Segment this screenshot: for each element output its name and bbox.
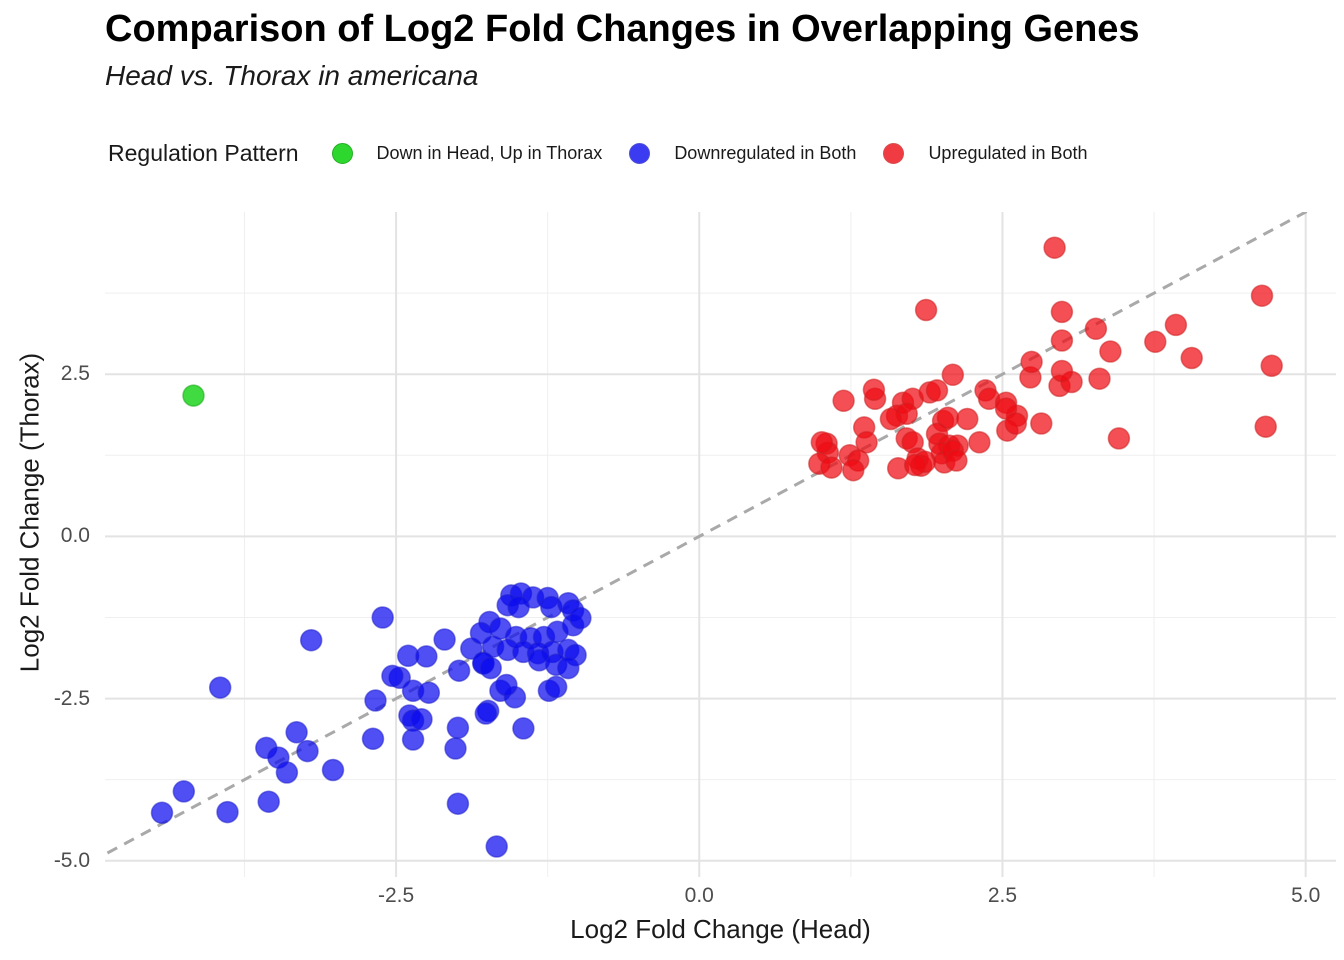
data-point [417,681,441,704]
data-point [956,407,979,431]
legend-title: Regulation Pattern [108,139,299,166]
data-point [361,727,385,751]
x-tick-label: 0.0 [684,884,714,907]
data-point [299,628,323,652]
data-point [433,628,456,651]
data-point [1050,329,1074,352]
data-point [1043,236,1066,259]
y-tick-label: -5.0 [53,848,90,872]
data-point [925,379,949,402]
x-axis-title: Log2 Fold Change (Head) [570,914,871,944]
x-tick-label: -2.5 [377,884,415,907]
legend-item: Downregulated in Both [629,142,857,164]
data-point [401,728,425,751]
data-point [903,453,927,477]
data-point [1254,415,1277,438]
data-point [474,702,498,725]
x-tick-label: 2.5 [987,884,1018,907]
data-point [1250,284,1274,307]
plot-area [105,212,1336,877]
data-point [1050,359,1074,383]
data-point [544,675,568,699]
data-point [275,761,299,784]
series-1 [150,582,592,858]
data-point [182,384,205,407]
chart-subtitle: Head vs. Thorax in americana [105,60,479,91]
data-point [862,378,886,402]
data-point [512,717,535,740]
series-2 [808,236,1283,482]
data-point [1180,346,1203,370]
data-point [1020,350,1043,374]
data-point [479,656,502,680]
legend-label: Downregulated in Both [674,142,857,163]
data-point [447,659,471,682]
data-point [1144,330,1167,354]
x-tick-label: 5.0 [1291,884,1321,907]
legend-key-dot [331,142,353,164]
data-point [410,708,433,731]
data-point [257,790,280,813]
legend: Regulation Pattern Down in Head, Up in T… [108,134,1115,172]
y-tick-label: 0.0 [60,524,90,548]
data-point [842,458,865,482]
data-point [371,606,394,629]
data-point [914,298,938,322]
data-point [415,645,438,668]
identity-dashed-line [106,212,1309,855]
data-point [485,835,508,858]
data-point [820,456,843,479]
data-point [968,431,991,454]
data-point [1164,313,1188,337]
data-point [285,721,308,744]
data-point [557,656,580,680]
data-point [1030,412,1053,435]
legend-key-dot [629,142,651,164]
legend-label: Down in Head, Up in Thorax [376,142,603,163]
legend-key-dot [883,142,905,164]
data-point [208,676,232,699]
data-point [1107,427,1131,450]
data-point [832,389,855,413]
data-point [172,780,196,803]
chart-title: Comparison of Log2 Fold Changes in Overl… [105,8,1140,50]
y-axis-title: Log2 Fold Change (Thorax) [14,352,45,673]
data-point [1099,340,1122,363]
data-point [381,664,404,688]
data-point [855,431,878,454]
data-point [879,407,903,431]
y-tick-label: -2.5 [53,686,90,710]
data-point [495,673,518,697]
series-0 [182,384,205,407]
data-point [1088,367,1111,390]
data-point [569,606,592,630]
data-point [1084,317,1108,341]
legend-label: Upregulated in Both [928,142,1088,163]
data-point [216,800,239,824]
y-tick-label: 2.5 [60,362,90,386]
legend-item: Upregulated in Both [883,142,1088,164]
data-point [941,363,965,387]
data-point [321,758,345,782]
data-point [150,801,174,825]
data-point [1004,412,1028,435]
data-point [1260,354,1283,378]
data-point [446,792,470,815]
data-point [1050,300,1074,324]
data-point [444,737,467,760]
legend-item: Down in Head, Up in Thorax [331,142,603,164]
data-point [296,739,319,763]
data-point [364,689,387,712]
data-point [810,431,834,454]
data-point [945,449,968,472]
data-point [507,595,530,619]
data-point [446,716,470,740]
